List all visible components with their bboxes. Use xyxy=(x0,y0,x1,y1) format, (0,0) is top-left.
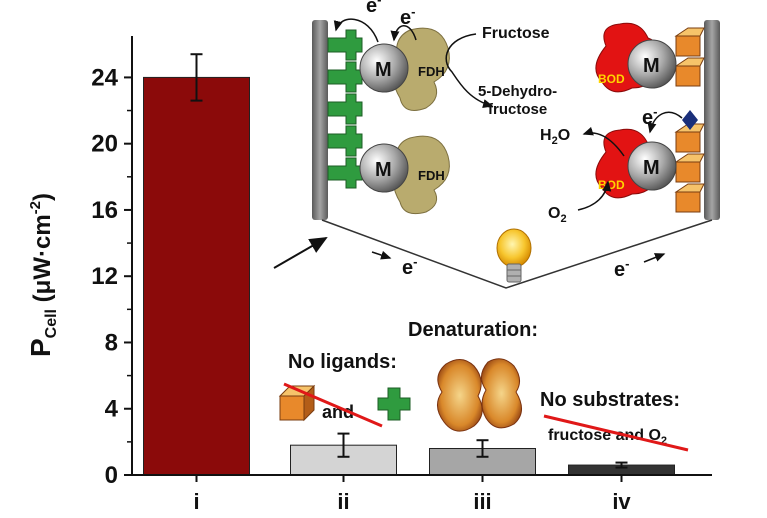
y-tick-label-8: 8 xyxy=(105,329,118,356)
no-ligands-strike xyxy=(283,382,383,428)
x-tick-label-i: i xyxy=(193,489,199,514)
y-label-main: P xyxy=(25,338,56,357)
and-label: and xyxy=(322,402,354,422)
y-tick-label-24: 24 xyxy=(91,64,118,91)
y-label-sub: Cell xyxy=(43,309,60,338)
bod-label-top: BOD xyxy=(598,72,625,86)
y-tick-label-16: 16 xyxy=(91,197,118,224)
y-label-dot: · xyxy=(29,249,56,257)
metal-sphere-anode-bottom xyxy=(359,143,409,193)
metal-sphere-anode-top xyxy=(359,43,409,93)
y-tick-label-4: 4 xyxy=(105,396,119,423)
y-label-exp: -2 xyxy=(27,201,44,214)
m-label-1: M xyxy=(375,59,392,81)
pointer-arrow xyxy=(273,237,328,269)
fructose-arrow xyxy=(445,33,494,108)
fructose-label: Fructose xyxy=(482,25,550,42)
x-tick-label-iii: iii xyxy=(473,489,491,514)
y-tick-label-20: 20 xyxy=(91,131,118,158)
water-arrow xyxy=(582,126,625,157)
anode-electrode xyxy=(312,20,328,220)
green-ligand-icon xyxy=(377,387,411,421)
dehydro-label-1: 5-Dehydro- xyxy=(478,83,557,100)
no-substrates-strike xyxy=(543,414,689,452)
m-label-4: M xyxy=(643,157,660,179)
oxygen-arrow xyxy=(577,180,612,211)
y-label-unit-open: (μW xyxy=(29,257,56,309)
water-label: H2O xyxy=(540,127,570,147)
no-substrates-label: No substrates: xyxy=(540,389,680,411)
y-axis-ticks: 0 4 8 12 16 20 24 xyxy=(91,64,132,489)
m-label-2: M xyxy=(375,159,392,181)
electron-label-4: e- xyxy=(402,254,417,279)
bod-label-bottom: BOD xyxy=(598,178,625,192)
orange-ligand-stack xyxy=(674,27,705,213)
cathode-electron-arrow xyxy=(647,111,683,134)
circuit-arrow-left xyxy=(371,250,392,260)
metal-sphere-cathode-bottom xyxy=(627,141,677,191)
biofuel-cell-schematic: FDH FDH BOD BOD M M M M e- e- Fructose 5… xyxy=(273,0,720,289)
circuit-arrow-right xyxy=(643,253,666,263)
electron-label-2: e- xyxy=(400,4,415,29)
y-axis-label: PCell (μW·cm-2) xyxy=(25,193,60,357)
green-ligand-stack xyxy=(327,29,363,189)
bar-i xyxy=(143,76,250,476)
x-tick-label-ii: ii xyxy=(337,489,349,514)
m-label-3: M xyxy=(643,55,660,77)
mediator-diamond xyxy=(682,110,698,130)
oxygen-label: O2 xyxy=(548,205,567,225)
y-tick-label-0: 0 xyxy=(105,462,118,489)
electron-label-1: e- xyxy=(366,0,381,17)
dehydro-label-2: fructose xyxy=(488,101,547,118)
fdh-label-top: FDH xyxy=(418,64,445,79)
electron-arrow-2 xyxy=(390,25,417,42)
y-tick-label-12: 12 xyxy=(91,263,118,290)
no-ligands-label: No ligands: xyxy=(288,351,397,373)
light-bulb-icon xyxy=(496,228,532,283)
bars xyxy=(143,76,675,476)
fdh-label-bottom: FDH xyxy=(418,168,445,183)
electron-arrow-1 xyxy=(333,18,379,43)
x-tick-label-iv: iv xyxy=(612,489,631,514)
y-label-unit-cm: cm xyxy=(29,214,56,249)
electron-label-3: e- xyxy=(642,104,657,129)
control-annotations: Denaturation: No ligands: and No substra… xyxy=(278,319,689,452)
metal-sphere-cathode-top xyxy=(627,39,677,89)
electron-label-5: e- xyxy=(614,256,629,281)
cathode-electrode xyxy=(704,20,720,220)
fructose-and-o2-label: fructose and O2 xyxy=(548,427,667,447)
denaturation-label: Denaturation: xyxy=(408,319,538,341)
circuit-wire xyxy=(321,219,713,289)
x-axis-categories: i ii iii iv xyxy=(193,475,631,514)
denatured-enzyme-1 xyxy=(437,359,483,432)
y-label-close: ) xyxy=(29,193,56,201)
error-bars xyxy=(190,53,628,469)
denatured-enzyme-2 xyxy=(481,358,522,429)
